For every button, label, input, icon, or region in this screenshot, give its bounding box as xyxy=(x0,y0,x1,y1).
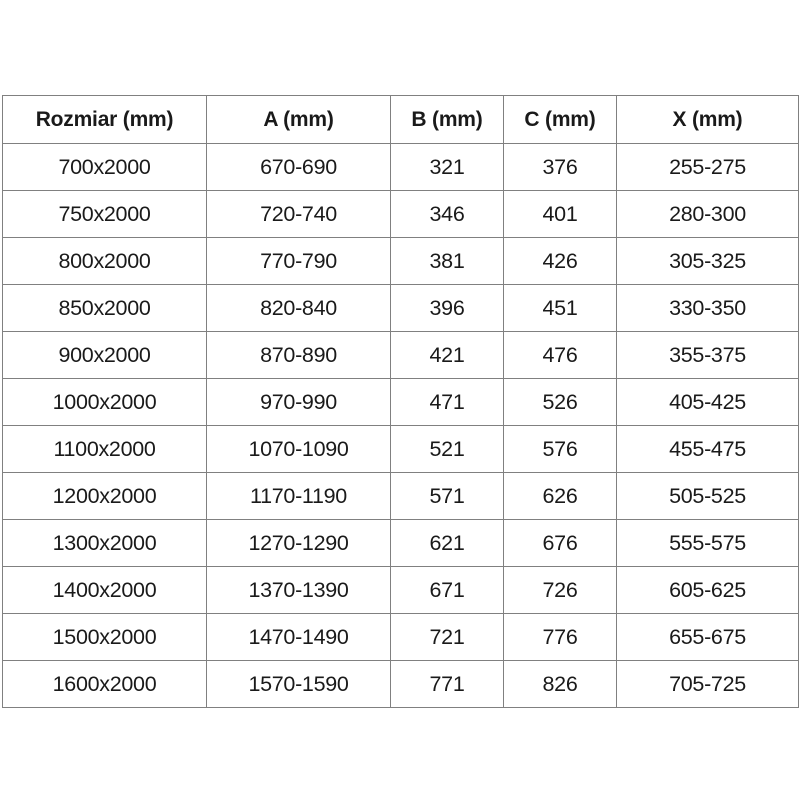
cell-size: 800x2000 xyxy=(2,237,207,285)
table-row: 900x2000 870-890 421 476 355-375 xyxy=(2,331,799,379)
table-row: 1200x2000 1170-1190 571 626 505-525 xyxy=(2,472,799,520)
column-header-a: A (mm) xyxy=(206,95,391,144)
cell-size: 850x2000 xyxy=(2,284,207,332)
cell-a: 670-690 xyxy=(206,143,391,191)
table-row: 1100x2000 1070-1090 521 576 455-475 xyxy=(2,425,799,473)
table-row: 1600x2000 1570-1590 771 826 705-725 xyxy=(2,660,799,708)
cell-size: 750x2000 xyxy=(2,190,207,238)
cell-a: 820-840 xyxy=(206,284,391,332)
cell-x: 355-375 xyxy=(616,331,799,379)
column-header-b: B (mm) xyxy=(390,95,504,144)
cell-c: 401 xyxy=(503,190,617,238)
cell-b: 396 xyxy=(390,284,504,332)
cell-c: 626 xyxy=(503,472,617,520)
cell-b: 721 xyxy=(390,613,504,661)
table-row: 1300x2000 1270-1290 621 676 555-575 xyxy=(2,519,799,567)
cell-c: 526 xyxy=(503,378,617,426)
cell-x: 705-725 xyxy=(616,660,799,708)
cell-a: 970-990 xyxy=(206,378,391,426)
cell-x: 280-300 xyxy=(616,190,799,238)
cell-b: 321 xyxy=(390,143,504,191)
cell-c: 726 xyxy=(503,566,617,614)
cell-b: 471 xyxy=(390,378,504,426)
cell-b: 671 xyxy=(390,566,504,614)
column-header-x: X (mm) xyxy=(616,95,799,144)
cell-x: 605-625 xyxy=(616,566,799,614)
cell-x: 255-275 xyxy=(616,143,799,191)
cell-size: 1600x2000 xyxy=(2,660,207,708)
cell-b: 621 xyxy=(390,519,504,567)
table-row: 800x2000 770-790 381 426 305-325 xyxy=(2,237,799,285)
cell-a: 1370-1390 xyxy=(206,566,391,614)
cell-size: 700x2000 xyxy=(2,143,207,191)
column-header-size: Rozmiar (mm) xyxy=(2,95,207,144)
table-row: 850x2000 820-840 396 451 330-350 xyxy=(2,284,799,332)
column-header-c: C (mm) xyxy=(503,95,617,144)
table-header-row: Rozmiar (mm) A (mm) B (mm) C (mm) X (mm) xyxy=(2,95,799,144)
cell-a: 770-790 xyxy=(206,237,391,285)
cell-b: 381 xyxy=(390,237,504,285)
cell-c: 776 xyxy=(503,613,617,661)
table-row: 1500x2000 1470-1490 721 776 655-675 xyxy=(2,613,799,661)
cell-a: 1070-1090 xyxy=(206,425,391,473)
cell-size: 1500x2000 xyxy=(2,613,207,661)
cell-c: 476 xyxy=(503,331,617,379)
table-row: 750x2000 720-740 346 401 280-300 xyxy=(2,190,799,238)
cell-x: 405-425 xyxy=(616,378,799,426)
cell-c: 426 xyxy=(503,237,617,285)
cell-x: 455-475 xyxy=(616,425,799,473)
cell-a: 1170-1190 xyxy=(206,472,391,520)
cell-x: 555-575 xyxy=(616,519,799,567)
cell-size: 900x2000 xyxy=(2,331,207,379)
cell-c: 451 xyxy=(503,284,617,332)
table-header: Rozmiar (mm) A (mm) B (mm) C (mm) X (mm) xyxy=(2,95,799,144)
cell-a: 1570-1590 xyxy=(206,660,391,708)
cell-x: 505-525 xyxy=(616,472,799,520)
table-row: 1000x2000 970-990 471 526 405-425 xyxy=(2,378,799,426)
size-specification-table-container: Rozmiar (mm) A (mm) B (mm) C (mm) X (mm)… xyxy=(2,95,799,708)
size-specification-table: Rozmiar (mm) A (mm) B (mm) C (mm) X (mm)… xyxy=(2,95,799,708)
cell-x: 330-350 xyxy=(616,284,799,332)
cell-size: 1300x2000 xyxy=(2,519,207,567)
cell-c: 376 xyxy=(503,143,617,191)
cell-size: 1100x2000 xyxy=(2,425,207,473)
cell-b: 571 xyxy=(390,472,504,520)
cell-c: 676 xyxy=(503,519,617,567)
table-body: 700x2000 670-690 321 376 255-275 750x2000 720-… xyxy=(2,143,799,708)
cell-b: 771 xyxy=(390,660,504,708)
cell-b: 346 xyxy=(390,190,504,238)
cell-size: 1400x2000 xyxy=(2,566,207,614)
cell-size: 1200x2000 xyxy=(2,472,207,520)
cell-size: 1000x2000 xyxy=(2,378,207,426)
cell-a: 1270-1290 xyxy=(206,519,391,567)
cell-c: 826 xyxy=(503,660,617,708)
cell-x: 305-325 xyxy=(616,237,799,285)
cell-a: 870-890 xyxy=(206,331,391,379)
cell-b: 421 xyxy=(390,331,504,379)
cell-x: 655-675 xyxy=(616,613,799,661)
cell-c: 576 xyxy=(503,425,617,473)
table-row: 700x2000 670-690 321 376 255-275 xyxy=(2,143,799,191)
cell-a: 1470-1490 xyxy=(206,613,391,661)
cell-a: 720-740 xyxy=(206,190,391,238)
cell-b: 521 xyxy=(390,425,504,473)
table-row: 1400x2000 1370-1390 671 726 605-625 xyxy=(2,566,799,614)
